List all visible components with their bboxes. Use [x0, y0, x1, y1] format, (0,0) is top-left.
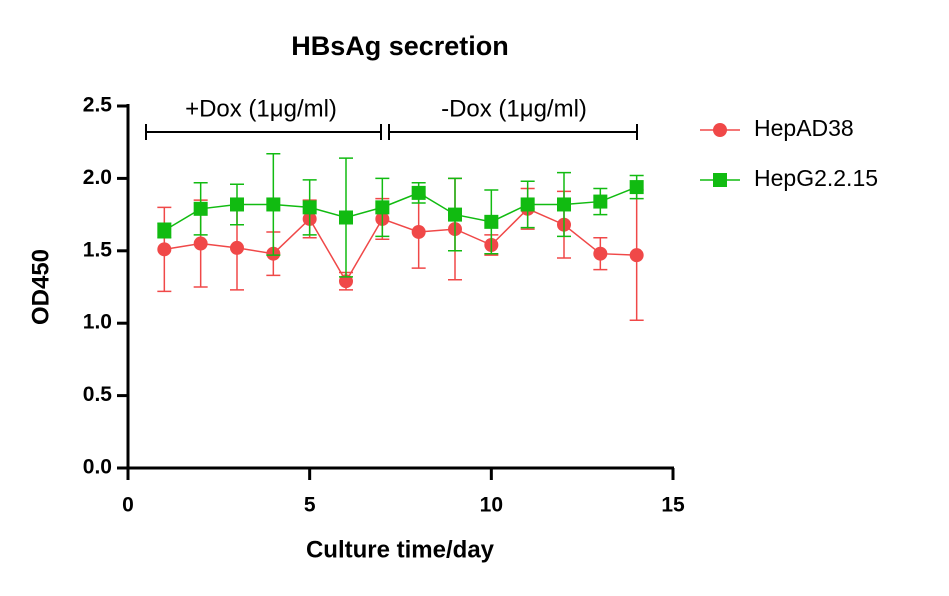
x-tick-label: 10 [480, 494, 503, 517]
data-point [411, 224, 426, 239]
annotation-bracket [145, 124, 638, 140]
x-tick-label: 0 [122, 494, 134, 517]
chart-title: HBsAg secretion [291, 31, 509, 61]
annotation: -Dox (1μg/ml) [441, 95, 587, 122]
data-point [629, 248, 644, 263]
data-point [230, 197, 244, 212]
data-point [302, 200, 317, 215]
data-point [266, 197, 281, 212]
data-point [411, 185, 426, 200]
legend-label: HepAD38 [754, 115, 854, 141]
data-point [557, 197, 571, 212]
data-point [193, 236, 208, 251]
data-point [339, 210, 353, 225]
y-tick-label: 2.0 [83, 166, 112, 189]
y-tick-label: 2.5 [83, 94, 113, 117]
y-axis-title: OD450 [27, 249, 54, 325]
data-point [193, 201, 208, 216]
data-point [593, 246, 608, 261]
data-point [448, 207, 462, 222]
annotation: +Dox (1μg/ml) [185, 95, 337, 122]
y-tick-label: 0.5 [83, 383, 113, 406]
data-point [375, 200, 390, 215]
x-tick-label: 15 [661, 494, 685, 517]
data-point [157, 242, 172, 257]
legend-label: HepG2.2.15 [754, 165, 878, 191]
data-point [484, 214, 499, 229]
x-axis-title: Culture time/day [306, 536, 495, 563]
y-tick-label: 1.0 [83, 311, 112, 334]
y-tick-label: 0.0 [83, 456, 112, 479]
x-tick-label: 5 [304, 494, 316, 517]
data-point [629, 180, 644, 195]
data-point [339, 274, 353, 289]
data-point [593, 194, 608, 209]
y-tick-label: 1.5 [83, 238, 113, 261]
data-point [230, 240, 244, 255]
legend-marker [713, 123, 727, 137]
legend-marker [713, 173, 727, 187]
data-point [520, 197, 535, 212]
data-point [157, 223, 172, 238]
